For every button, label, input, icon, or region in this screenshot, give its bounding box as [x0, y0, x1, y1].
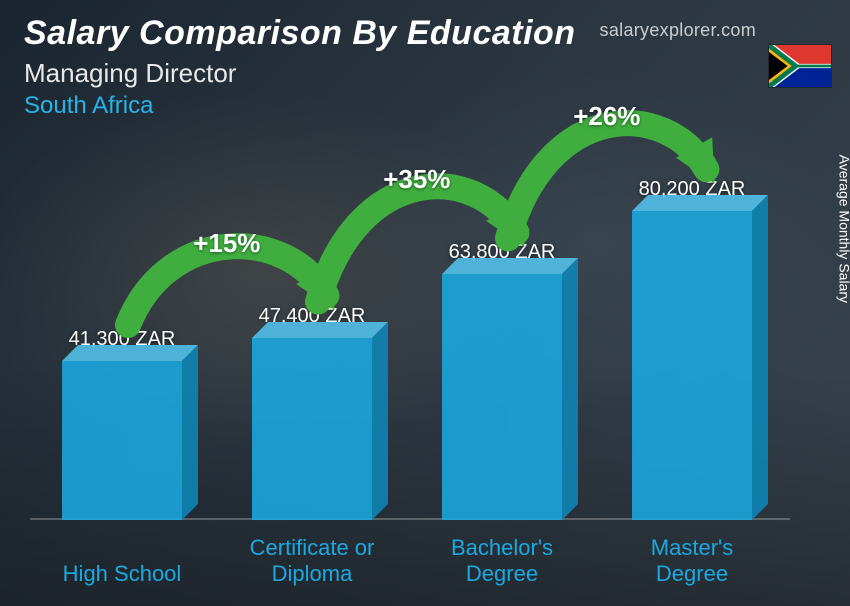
watermark: salaryexplorer.com [600, 20, 756, 41]
infographic-stage: Salary Comparison By Education Managing … [0, 0, 850, 606]
subtitle: Managing Director [24, 58, 236, 89]
title: Salary Comparison By Education [24, 14, 576, 53]
location: South Africa [24, 92, 153, 120]
flag-south-africa [768, 44, 832, 88]
bar-chart: 41,300 ZARHigh School47,400 ZARCertifica… [30, 130, 790, 586]
y-axis-label: Average Monthly Salary [836, 155, 850, 303]
increase-arc-2 [30, 130, 790, 586]
increase-pct-2: +26% [573, 101, 640, 132]
